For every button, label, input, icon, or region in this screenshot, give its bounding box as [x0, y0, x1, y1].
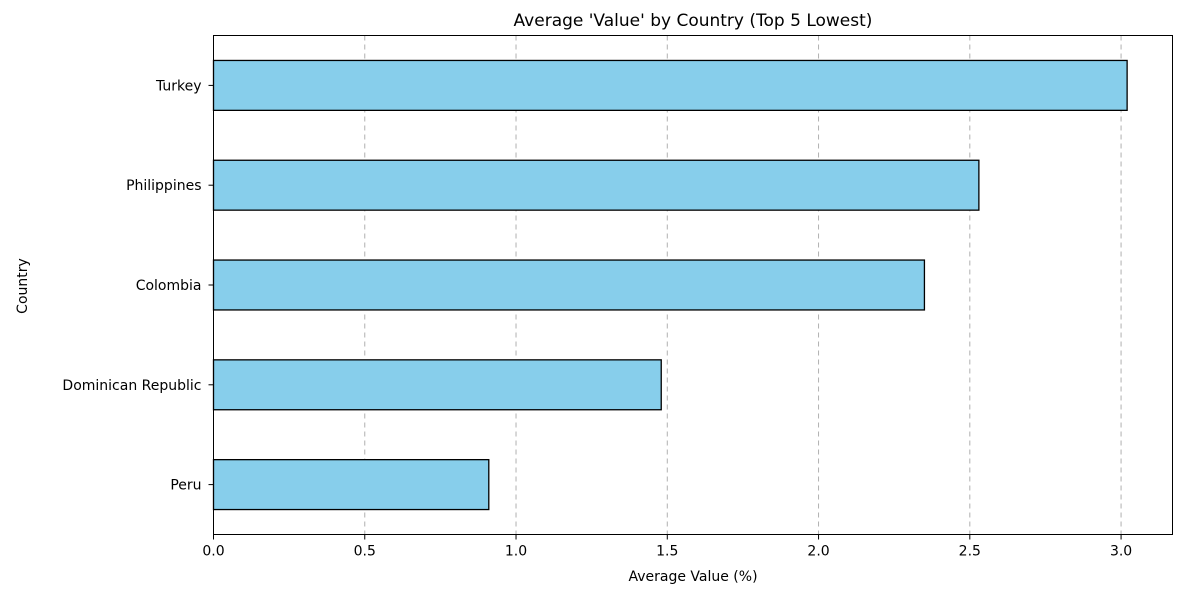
x-tick-label: 0.0 [202, 544, 224, 560]
bar-dominican-republic [212, 359, 662, 411]
x-tick-label: 3.0 [1110, 544, 1132, 560]
y-tick-label: Dominican Republic [62, 378, 201, 394]
y-tick-label: Turkey [155, 78, 202, 94]
x-tick-label: 1.5 [656, 544, 678, 560]
x-axis-label: Average Value (%) [628, 569, 757, 585]
y-axis-label: Country [15, 258, 31, 314]
x-tick-label: 2.0 [807, 544, 829, 560]
x-tick-label: 1.0 [505, 544, 527, 560]
gridlines [364, 35, 1122, 535]
chart-title: Average 'Value' by Country (Top 5 Lowest… [514, 11, 873, 31]
y-tick-label: Peru [170, 478, 201, 494]
bar-colombia [212, 259, 926, 311]
y-tick-label: Colombia [136, 278, 202, 294]
bars [212, 59, 1128, 511]
bar-peru [212, 458, 490, 511]
x-tick-label: 0.5 [354, 544, 376, 560]
x-tick-label: 2.5 [959, 544, 981, 560]
bar-philippines [212, 159, 980, 211]
y-axis-ticks: Turkey Philippines Colombia Dominican Repub… [62, 78, 214, 494]
bar-turkey [212, 59, 1128, 112]
x-axis-ticks: 0.0 0.5 1.0 1.5 2.0 2.5 3.0 [202, 534, 1132, 560]
y-tick-label: Philippines [126, 178, 201, 194]
